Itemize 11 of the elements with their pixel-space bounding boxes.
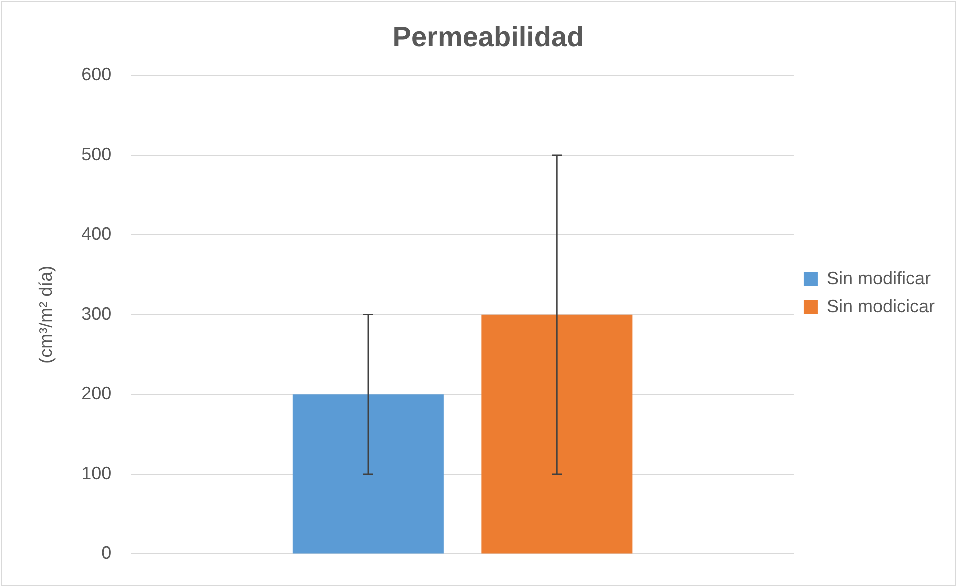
- y-tick-label: 200: [82, 384, 112, 404]
- y-tick-label: 300: [82, 304, 112, 324]
- y-tick-label: 100: [82, 463, 112, 484]
- legend-label: Sin modificar: [826, 268, 932, 288]
- chart-title: Permeabilidad: [392, 22, 584, 53]
- y-tick-label: 500: [82, 144, 112, 164]
- y-tick-label: 600: [82, 64, 112, 85]
- y-axis-title: (cm³/m² día): [36, 266, 56, 364]
- y-tick-label: 0: [102, 543, 112, 564]
- y-tick-label: 400: [82, 224, 112, 244]
- legend-label: Sin modicicar: [826, 296, 936, 316]
